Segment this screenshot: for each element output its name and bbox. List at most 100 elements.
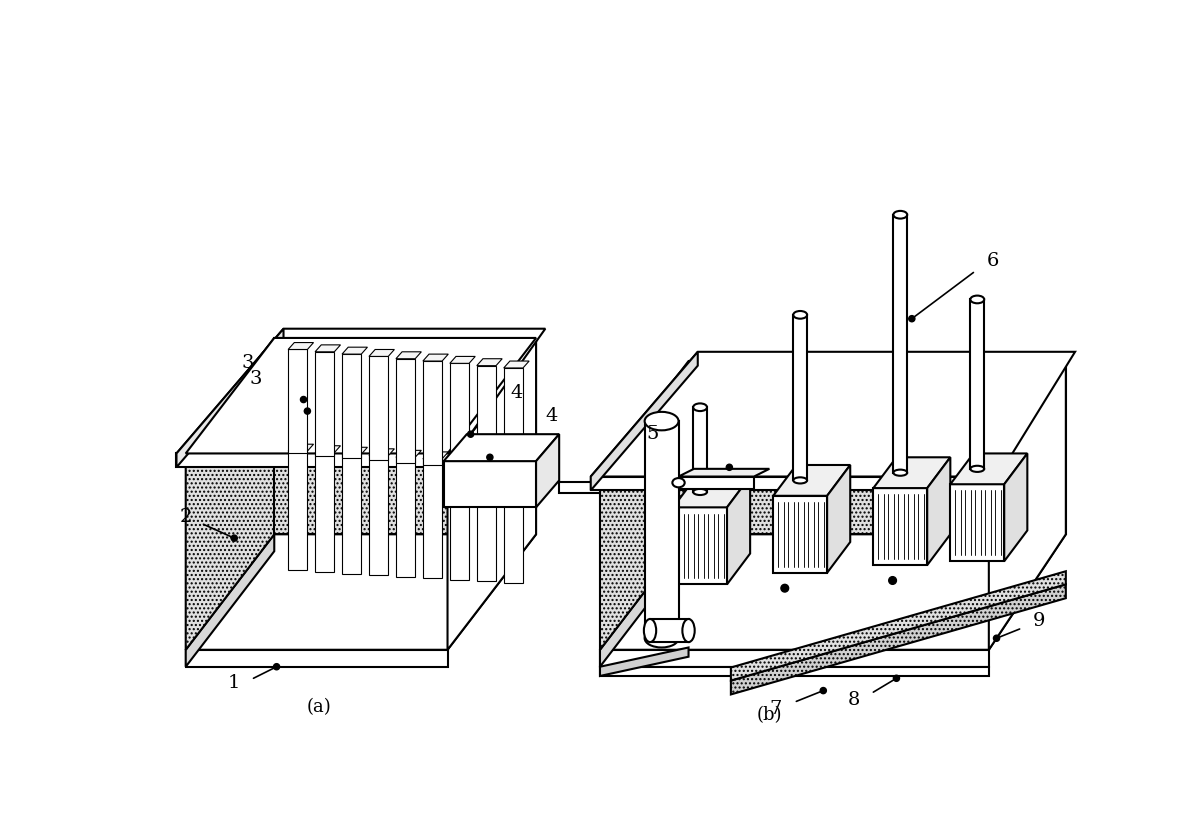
Polygon shape (600, 667, 989, 676)
Text: 3: 3 (249, 370, 262, 388)
Ellipse shape (693, 489, 707, 495)
Polygon shape (1005, 453, 1027, 562)
Polygon shape (369, 449, 395, 456)
Polygon shape (591, 476, 998, 490)
Circle shape (894, 675, 900, 681)
Polygon shape (688, 361, 1066, 534)
Text: 6: 6 (986, 252, 998, 270)
Polygon shape (315, 345, 340, 351)
Polygon shape (342, 354, 361, 458)
Polygon shape (645, 421, 678, 638)
Ellipse shape (894, 470, 907, 476)
Polygon shape (185, 338, 274, 650)
Ellipse shape (894, 211, 907, 218)
Polygon shape (289, 444, 314, 452)
Polygon shape (727, 476, 751, 585)
Ellipse shape (644, 619, 656, 642)
Polygon shape (396, 351, 421, 359)
Polygon shape (873, 488, 928, 565)
Text: 9: 9 (1032, 612, 1045, 630)
Text: (a): (a) (307, 699, 331, 716)
Circle shape (304, 408, 310, 414)
Polygon shape (315, 351, 334, 456)
Circle shape (487, 454, 493, 461)
Polygon shape (177, 453, 457, 467)
Polygon shape (774, 496, 828, 573)
Polygon shape (476, 455, 502, 462)
Ellipse shape (693, 404, 707, 411)
Polygon shape (185, 338, 537, 453)
Polygon shape (476, 462, 496, 581)
Ellipse shape (793, 311, 807, 318)
Polygon shape (342, 347, 367, 354)
Circle shape (908, 316, 915, 322)
Text: 2: 2 (179, 508, 192, 526)
Polygon shape (600, 650, 989, 667)
Polygon shape (369, 356, 389, 461)
Polygon shape (423, 361, 443, 465)
Polygon shape (537, 434, 559, 507)
Polygon shape (342, 454, 361, 574)
Polygon shape (274, 338, 537, 534)
Polygon shape (448, 338, 537, 650)
Polygon shape (177, 328, 545, 453)
Polygon shape (396, 457, 415, 576)
Ellipse shape (793, 477, 807, 484)
Polygon shape (504, 361, 529, 368)
Polygon shape (731, 571, 1066, 681)
Circle shape (820, 687, 826, 694)
Polygon shape (600, 534, 688, 667)
Polygon shape (731, 585, 1066, 695)
Polygon shape (177, 328, 284, 467)
Polygon shape (423, 452, 449, 459)
Circle shape (468, 431, 474, 437)
Polygon shape (450, 363, 469, 467)
Text: 4: 4 (545, 408, 558, 425)
Polygon shape (504, 368, 523, 472)
Polygon shape (950, 485, 1005, 562)
Polygon shape (444, 434, 559, 461)
Polygon shape (674, 507, 727, 585)
Ellipse shape (971, 466, 984, 472)
Polygon shape (971, 299, 984, 469)
Polygon shape (185, 650, 448, 667)
Polygon shape (504, 463, 523, 583)
Polygon shape (315, 452, 334, 572)
Polygon shape (600, 648, 688, 676)
Ellipse shape (971, 295, 984, 304)
Ellipse shape (645, 412, 678, 430)
Polygon shape (450, 356, 475, 363)
Text: 4: 4 (510, 385, 523, 403)
Circle shape (273, 663, 279, 670)
Polygon shape (342, 447, 367, 454)
Circle shape (301, 396, 307, 403)
Polygon shape (989, 361, 1066, 650)
Polygon shape (678, 469, 770, 476)
Ellipse shape (682, 619, 694, 642)
Circle shape (727, 464, 733, 471)
Polygon shape (674, 476, 751, 507)
Text: 1: 1 (229, 674, 241, 692)
Text: 5: 5 (646, 425, 658, 443)
Polygon shape (396, 359, 415, 462)
Polygon shape (450, 453, 475, 461)
Polygon shape (591, 351, 698, 490)
Circle shape (231, 535, 237, 541)
Polygon shape (774, 465, 851, 496)
Polygon shape (185, 534, 537, 650)
Polygon shape (928, 457, 950, 565)
Polygon shape (693, 407, 707, 492)
Polygon shape (504, 457, 529, 463)
Polygon shape (423, 354, 449, 361)
Text: (b): (b) (757, 706, 782, 724)
Polygon shape (289, 350, 308, 453)
Polygon shape (444, 461, 537, 507)
Polygon shape (793, 315, 807, 480)
Polygon shape (894, 215, 907, 473)
Circle shape (889, 576, 896, 585)
Polygon shape (396, 451, 421, 457)
Polygon shape (559, 482, 600, 493)
Ellipse shape (645, 629, 678, 648)
Polygon shape (289, 342, 314, 350)
Polygon shape (289, 452, 308, 571)
